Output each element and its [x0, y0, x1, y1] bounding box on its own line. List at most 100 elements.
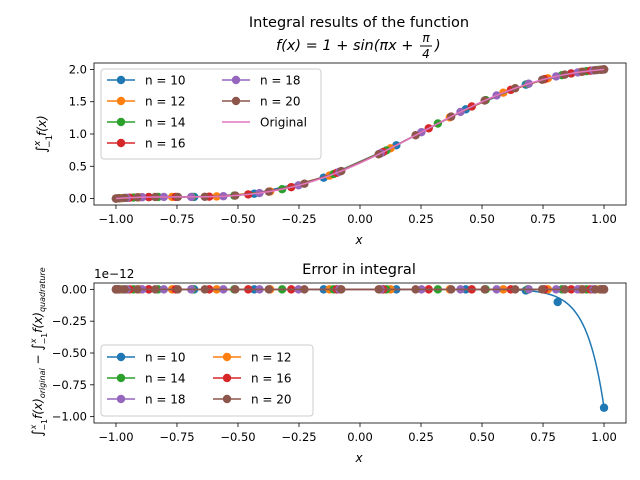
error-ytick-label: −0.50	[52, 346, 87, 360]
error-point	[599, 403, 609, 412]
integral-xtick-label: −1.00	[98, 212, 133, 226]
error-point	[511, 285, 520, 294]
integral-ylabel-sup: x	[33, 140, 43, 147]
error-point	[480, 285, 489, 294]
error-point	[120, 285, 129, 294]
integral-legend-label: n = 20	[260, 95, 301, 109]
integral-title-formula: f(x) = 1 + sin(πx +	[276, 38, 413, 54]
error-legend-marker	[222, 352, 232, 362]
error-axes-frame	[93, 282, 627, 424]
error-legend-box	[100, 344, 314, 417]
error-point	[446, 285, 456, 294]
error-point	[264, 285, 274, 294]
integral-legend-marker	[231, 96, 241, 106]
error-point	[231, 285, 240, 294]
integral-legend-marker	[116, 138, 126, 148]
error-point	[113, 285, 122, 294]
integral-axes: Integral results of the function f(x) = …	[33, 15, 627, 247]
error-point	[578, 285, 587, 294]
integral-xtick-label: 1.00	[591, 212, 617, 226]
error-title: Error in integral	[302, 262, 416, 278]
integral-legend: n = 10 n = 12 n = 14 n = 16 n = 18 n = 20 Orig…	[100, 68, 322, 160]
error-point	[560, 285, 569, 294]
error-yticks: 0.00 −0.25 −0.50 −0.75 −1.00	[52, 282, 94, 424]
integral-legend-label: n = 10	[145, 74, 186, 88]
integral-ytick-label: 2.0	[69, 62, 87, 76]
integral-ylabel-sign: ∫	[34, 146, 50, 153]
error-ylabel-text: ∫x −1f(x)original − ∫x −1f(x)quadrature	[29, 267, 49, 436]
error-xtick-label: 0.25	[408, 430, 434, 444]
integral-xlabel: x	[354, 233, 363, 247]
integral-yticks: 0.0 0.5 1.0 1.5 2.0	[69, 62, 94, 206]
error-point	[337, 285, 346, 294]
integral-legend-label: n = 14	[145, 116, 186, 130]
error-ytick-label: −0.75	[52, 378, 87, 392]
integral-ylabel-body: f(x)	[35, 115, 49, 136]
integral-ytick-label: 0.0	[69, 192, 87, 206]
error-point	[151, 285, 160, 294]
error-legend: n = 10 n = 12 n = 14 n = 16 n = 18 n = 20	[100, 344, 314, 417]
integral-ylabel: ∫ x −1 f(x)	[33, 115, 55, 153]
error-xlabel: x	[354, 451, 363, 465]
integral-legend-marker	[116, 117, 126, 127]
integral-legend-marker	[116, 75, 126, 85]
error-legend-marker	[116, 373, 126, 383]
error-xtick-label: 0.75	[530, 430, 556, 444]
integral-title-line2: f(x) = 1 + sin(πx + π 4 )	[276, 31, 441, 61]
error-xtick-label: 0.50	[469, 430, 495, 444]
error-axes: Error in integral 1e−12 ∫x −1f(x)original…	[29, 262, 627, 465]
error-legend-label: n = 18	[145, 393, 186, 407]
integral-xtick-label: 0.00	[347, 212, 373, 226]
error-xtick-label: −0.50	[220, 430, 255, 444]
error-point	[200, 285, 209, 294]
integral-xtick-label: −0.50	[220, 212, 255, 226]
integral-axes-frame	[93, 62, 627, 206]
integral-xtick-label: 0.75	[530, 212, 556, 226]
integral-legend-label: n = 12	[145, 95, 186, 109]
error-ytick-label: −1.00	[52, 410, 87, 424]
error-ytick-label: 0.00	[61, 282, 87, 296]
integral-title-fraction-num: π	[422, 31, 430, 45]
integral-ytick-label: 1.5	[69, 95, 87, 109]
integral-xtick-label: 0.50	[469, 212, 495, 226]
integral-legend-label: n = 16	[145, 137, 186, 151]
error-xtick-label: −0.75	[159, 430, 194, 444]
integral-xtick-label: 0.25	[408, 212, 434, 226]
error-point	[374, 285, 383, 294]
integral-title-line1: Integral results of the function	[249, 15, 469, 31]
error-legend-marker	[116, 352, 126, 362]
integral-xtick-label: −0.75	[159, 212, 194, 226]
error-point	[537, 285, 547, 294]
error-point	[133, 285, 142, 294]
error-xtick-label: 1.00	[591, 430, 617, 444]
integral-title-fraction-den: 4	[422, 47, 430, 61]
integral-legend-marker	[231, 75, 241, 85]
error-ylabel: ∫x −1f(x)original − ∫x −1f(x)quadrature	[29, 267, 49, 436]
error-offset-label: 1e−12	[94, 267, 134, 281]
error-plot-area	[111, 285, 609, 412]
integral-xtick-label: −0.25	[281, 212, 316, 226]
error-point	[411, 285, 420, 294]
integral-xticks: −1.00 −0.75 −0.50 −0.25 0.00 0.25 0.50 0.75 1.00	[98, 205, 617, 226]
error-point	[300, 285, 309, 294]
error-legend-marker	[222, 394, 232, 404]
error-point	[599, 285, 609, 294]
error-legend-marker	[116, 394, 126, 404]
error-series-n-20	[111, 285, 609, 294]
error-point	[173, 285, 183, 294]
integral-legend-label: Original	[260, 116, 307, 130]
error-legend-label: n = 12	[251, 351, 292, 365]
integral-ytick-label: 1.0	[69, 127, 87, 141]
error-xtick-label: −1.00	[98, 430, 133, 444]
error-point	[591, 285, 600, 294]
integral-ytick-label: 0.5	[69, 159, 87, 173]
integral-series-original	[115, 68, 605, 200]
integral-ylabel-sub: −1	[45, 135, 55, 148]
integral-legend-marker	[116, 96, 126, 106]
error-legend-marker	[222, 373, 232, 383]
error-xtick-label: 0.00	[347, 430, 373, 444]
integral-original-line	[115, 68, 605, 200]
error-xticks: −1.00 −0.75 −0.50 −0.25 0.00 0.25 0.50 0.75 1.00	[98, 423, 617, 444]
error-ytick-label: −0.25	[52, 314, 87, 328]
